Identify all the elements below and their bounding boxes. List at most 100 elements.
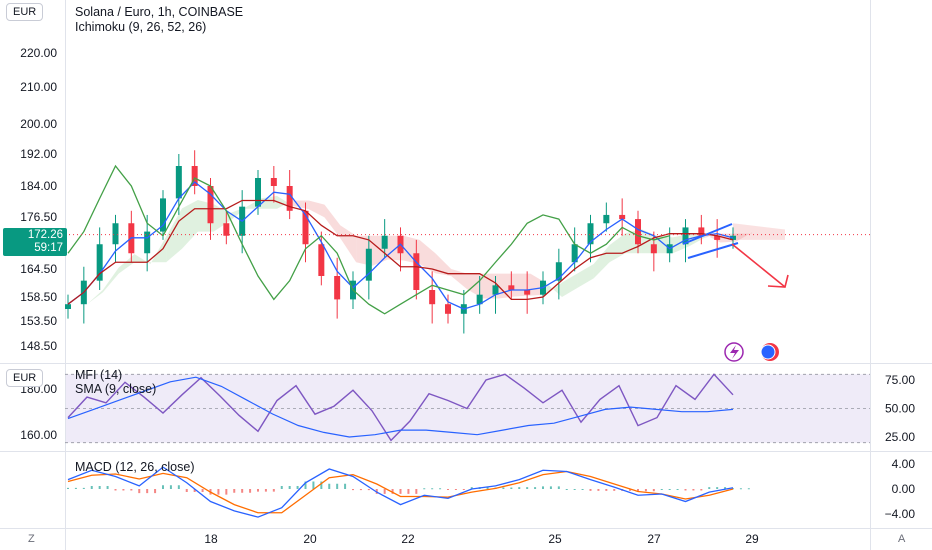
- macd-legend[interactable]: MACD (12, 26, close): [75, 460, 195, 474]
- mfi-axis-tick: 75.00: [885, 373, 915, 387]
- macd-histogram-bar: [320, 481, 323, 489]
- macd-histogram-bar: [288, 486, 291, 489]
- timezone-toggle[interactable]: Z: [28, 533, 35, 545]
- macd-histogram-bar: [217, 489, 220, 495]
- ichimoku-legend[interactable]: Ichimoku (9, 26, 52, 26): [75, 20, 207, 34]
- ichimoku-cloud-segment: [182, 200, 198, 249]
- ichimoku-cloud-segment: [87, 290, 103, 305]
- macd-histogram-bar: [549, 486, 552, 489]
- macd-histogram-bar: [169, 485, 172, 489]
- macd-histogram-bar: [637, 489, 639, 492]
- macd-histogram-bar: [391, 489, 394, 494]
- macd-axis-tick: 0.00: [892, 482, 916, 496]
- candle-body: [286, 186, 293, 211]
- auto-scale-toggle[interactable]: A: [898, 533, 906, 545]
- price-axis-tick: 164.50: [20, 262, 57, 276]
- ichimoku-cloud-segment: [277, 195, 293, 209]
- macd-histogram-bar: [249, 489, 252, 493]
- macd-histogram-bar: [486, 487, 489, 489]
- macd-histogram-bar: [739, 488, 742, 490]
- macd-histogram-bar: [106, 486, 109, 489]
- candle-body: [365, 248, 372, 281]
- candle-body: [270, 178, 277, 186]
- ichimoku-cloud-segment: [118, 254, 135, 274]
- forecast-arrow-head: [767, 274, 789, 288]
- macd-histogram-bar: [724, 487, 727, 489]
- macd-histogram-bar: [692, 489, 695, 491]
- sma-line: [67, 376, 734, 438]
- trendline-lower: [687, 242, 739, 259]
- time-axis-tick: 27: [647, 532, 661, 546]
- ichimoku-cloud-segment: [419, 239, 436, 274]
- macd-histogram-bar: [138, 489, 141, 494]
- candle-body: [698, 227, 705, 236]
- macd-histogram-bar: [510, 487, 513, 489]
- macd-histogram-bar: [447, 489, 449, 490]
- ichimoku-cloud-segment: [308, 200, 325, 218]
- macd-histogram-bar: [684, 489, 687, 491]
- candle-body: [223, 223, 230, 236]
- lagging-span: [67, 164, 670, 315]
- macd-histogram-bar: [589, 489, 592, 491]
- macd-histogram-bar: [154, 489, 157, 494]
- macd-signal-line: [67, 470, 734, 514]
- candle-body: [207, 186, 214, 224]
- mfi-line: [67, 373, 734, 442]
- candle-body: [571, 244, 578, 263]
- macd-histogram-bar: [407, 489, 410, 494]
- macd-histogram-bar: [557, 486, 560, 489]
- macd-histogram-bar: [328, 483, 331, 489]
- macd-histogram-bar: [629, 489, 632, 491]
- ichimoku-cloud-segment: [609, 233, 626, 263]
- candle-body: [255, 178, 261, 207]
- mfi-legend[interactable]: MFI (14): [75, 368, 123, 382]
- mfi-axis-tick: 25.00: [885, 430, 915, 444]
- macd-histogram-bar: [423, 488, 426, 490]
- macd-histogram-bar: [67, 487, 69, 489]
- ichimoku-cloud-segment: [261, 195, 277, 209]
- macd-histogram-bar: [185, 489, 188, 492]
- candle-body: [619, 214, 626, 220]
- macd-histogram-bar: [415, 489, 418, 494]
- macd-histogram-bar: [732, 488, 734, 490]
- macd-histogram-bar: [304, 481, 307, 489]
- candle-body: [476, 294, 483, 305]
- candle-body: [635, 219, 641, 245]
- mfi-axis-tick: 50.00: [885, 402, 915, 416]
- currency-chip[interactable]: EUR: [6, 3, 44, 21]
- macd-histogram-bar: [82, 487, 85, 489]
- bar-countdown: 59:17: [34, 242, 63, 254]
- candle-body: [191, 166, 198, 186]
- macd-histogram-bar: [542, 486, 544, 489]
- price-axis-tick: 200.00: [20, 117, 57, 131]
- candle-body: [603, 214, 610, 224]
- sma-legend[interactable]: SMA (9, close): [75, 382, 157, 396]
- trendline-upper: [682, 223, 733, 245]
- macd-histogram-bar: [462, 489, 465, 490]
- macd-histogram-bar: [613, 489, 616, 491]
- ichimoku-cloud-segment: [736, 232, 752, 242]
- ichimoku-cloud-segment: [577, 264, 594, 288]
- macd-histogram-bar: [518, 487, 521, 489]
- price-axis-tick: 153.50: [20, 314, 57, 328]
- macd-histogram-bar: [225, 489, 228, 495]
- price-axis-tick: 192.00: [20, 147, 57, 161]
- time-axis-tick: 29: [745, 532, 759, 546]
- macd-histogram-bar: [700, 489, 703, 491]
- macd-histogram-bar: [668, 489, 671, 490]
- candle-body: [714, 235, 721, 240]
- macd-histogram-bar: [359, 489, 362, 491]
- macd-histogram-bar: [676, 489, 679, 490]
- flash-icon-bolt: [730, 345, 739, 359]
- candle-body: [318, 244, 325, 276]
- candle-body: [508, 285, 515, 290]
- ichimoku-cloud-segment: [435, 253, 452, 276]
- macd-histogram-bar: [344, 483, 347, 489]
- sma-axis-tick: 160.00: [20, 428, 57, 442]
- ichimoku-cloud-segment: [340, 225, 357, 263]
- candle-body: [144, 231, 151, 254]
- macd-histogram-bar: [146, 489, 149, 494]
- macd-histogram-bar: [660, 489, 663, 490]
- currency-chip-mfi[interactable]: EUR: [6, 369, 44, 387]
